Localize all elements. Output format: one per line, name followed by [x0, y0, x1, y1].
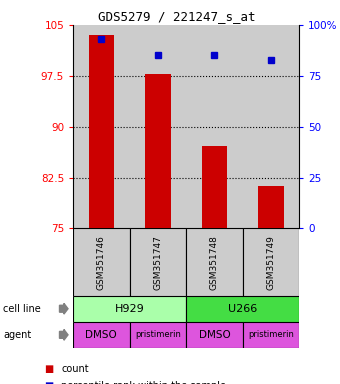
Text: GSM351748: GSM351748	[210, 235, 219, 290]
Bar	[186, 296, 299, 322]
Text: H929: H929	[115, 304, 144, 314]
Bar	[186, 228, 243, 296]
Bar	[145, 74, 171, 228]
Text: agent: agent	[3, 330, 32, 340]
Bar	[202, 146, 227, 228]
Bar	[130, 228, 186, 296]
Bar	[73, 296, 186, 322]
Text: ■: ■	[44, 381, 53, 384]
Bar	[73, 322, 130, 348]
Text: count: count	[61, 364, 89, 374]
Bar	[89, 35, 114, 228]
Text: DMSO: DMSO	[199, 330, 230, 340]
Bar	[258, 186, 284, 228]
Text: GSM351749: GSM351749	[267, 235, 275, 290]
Text: DMSO: DMSO	[85, 330, 117, 340]
Text: cell line: cell line	[3, 304, 41, 314]
Text: ■: ■	[44, 364, 53, 374]
Bar	[73, 228, 130, 296]
Bar	[186, 322, 243, 348]
Bar	[243, 322, 299, 348]
Text: GSM351747: GSM351747	[153, 235, 163, 290]
Text: GDS5279 / 221247_s_at: GDS5279 / 221247_s_at	[98, 10, 256, 23]
Text: U266: U266	[228, 304, 257, 314]
Text: pristimerin: pristimerin	[248, 330, 294, 339]
Text: percentile rank within the sample: percentile rank within the sample	[61, 381, 226, 384]
Bar	[130, 322, 186, 348]
Bar	[243, 228, 299, 296]
Text: GSM351746: GSM351746	[97, 235, 106, 290]
Text: pristimerin: pristimerin	[135, 330, 181, 339]
